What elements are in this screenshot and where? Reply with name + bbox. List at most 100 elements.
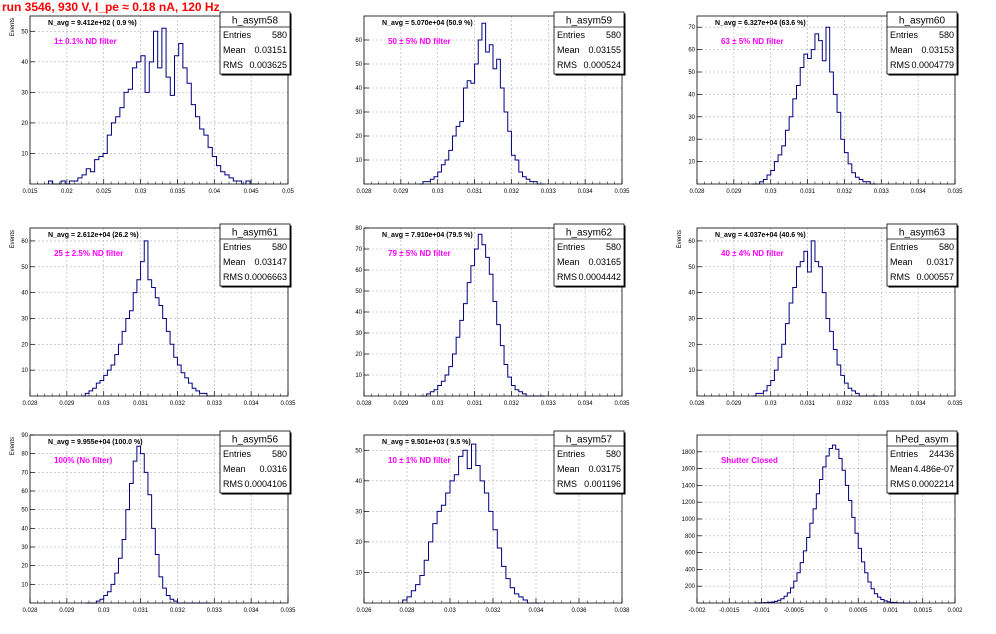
y-axis-label: Events xyxy=(677,230,683,248)
histogram-name: h_asym59 xyxy=(566,16,613,27)
stats-label-mean: Mean xyxy=(223,257,246,267)
x-tick-label: 0.028 xyxy=(356,401,372,407)
stats-label-rms: RMS xyxy=(223,272,243,282)
x-tick-label: 0.029 xyxy=(393,189,409,195)
stats-box xyxy=(553,223,625,287)
histogram-panel-h_asym56: 0.028 0.029 0.03 0.031 0.032 0.033 0.034 0.035 1… xyxy=(10,430,296,614)
y-tick-label: 30 xyxy=(21,545,28,551)
plot-frame xyxy=(363,434,623,604)
plot-frame xyxy=(29,434,289,604)
y-tick-label: 60 xyxy=(355,38,362,44)
stats-box xyxy=(886,11,958,75)
x-tick-label: 0.034 xyxy=(244,401,260,407)
y-tick-label: 1600 xyxy=(682,467,696,473)
stats-label-rms: RMS xyxy=(223,60,243,70)
x-tick-label: 0.033 xyxy=(874,189,890,195)
x-tick-label: -0.0015 xyxy=(719,608,740,614)
histogram-line xyxy=(419,22,545,185)
y-tick-label: 1200 xyxy=(682,500,696,506)
histogram-line xyxy=(752,26,878,185)
y-tick-label: 50 xyxy=(21,265,28,271)
x-tick-label: 0.034 xyxy=(578,189,594,195)
stats-label-mean: Mean xyxy=(223,45,246,55)
histogram-name: h_asym57 xyxy=(566,435,613,446)
y-tick-label: 30 xyxy=(688,316,695,322)
y-axis-label: Events xyxy=(10,230,16,248)
stats-value-entries: 580 xyxy=(939,30,954,40)
x-tick-label: 0.03 xyxy=(432,401,444,407)
filter-annotation: 100% (No filter) xyxy=(54,456,113,465)
filter-annotation: 63 ± 5% ND filter xyxy=(721,37,784,46)
stats-value-mean: 0.03155 xyxy=(588,45,621,55)
y-tick-label: 90 xyxy=(21,433,28,439)
x-tick-label: 0.04 xyxy=(208,189,220,195)
navg-label: N_avg = 2.612e+04 (26.2 %) xyxy=(48,232,139,239)
x-tick-label: 0.029 xyxy=(393,401,409,407)
y-tick-label: 10 xyxy=(21,368,28,374)
y-tick-label: 200 xyxy=(685,584,696,590)
x-tick-label: 0.026 xyxy=(356,608,372,614)
y-tick-label: 400 xyxy=(685,567,696,573)
y-tick-label: 20 xyxy=(21,121,28,127)
y-tick-label: 10 xyxy=(688,368,695,374)
filter-annotation: 79 ± 5% ND filter xyxy=(388,249,451,258)
y-tick-label: 40 xyxy=(688,92,695,98)
y-tick-label: 20 xyxy=(21,564,28,570)
histogram-panel-h_asym60: 0.028 0.029 0.03 0.031 0.032 0.033 0.034 0.035 1… xyxy=(688,11,963,195)
plot-frame xyxy=(696,434,956,604)
y-tick-label: 600 xyxy=(685,551,696,557)
x-tick-label: 0.034 xyxy=(528,608,544,614)
filter-annotation: 10 ± 1% ND filter xyxy=(388,456,451,465)
y-tick-label: 10 xyxy=(355,158,362,164)
x-tick-label: 0.038 xyxy=(614,608,630,614)
stats-value-rms: 0.0004106 xyxy=(244,479,287,489)
y-tick-label: 60 xyxy=(688,239,695,245)
y-tick-label: 10 xyxy=(688,160,695,166)
x-tick-label: 0.031 xyxy=(467,189,483,195)
y-tick-label: 800 xyxy=(685,534,696,540)
x-tick-label: 0.031 xyxy=(800,401,816,407)
x-tick-label: 0.032 xyxy=(504,189,520,195)
stats-value-rms: 0.0006663 xyxy=(244,272,287,282)
y-tick-label: 50 xyxy=(355,289,362,295)
x-tick-label: 0.03 xyxy=(98,401,110,407)
stats-value-rms: 0.0004442 xyxy=(578,272,621,282)
x-tick-label: 0.028 xyxy=(689,189,705,195)
y-tick-label: 10 xyxy=(21,582,28,588)
x-tick-label: 0.031 xyxy=(467,401,483,407)
y-tick-label: 20 xyxy=(688,342,695,348)
y-tick-label: 40 xyxy=(688,291,695,297)
histogram-name: h_asym63 xyxy=(899,228,946,239)
stats-value-mean: 4.486e-07 xyxy=(913,464,954,474)
stats-label-entries: Entries xyxy=(890,30,919,40)
y-tick-label: 50 xyxy=(21,508,28,514)
histogram-panel-h_asym63: 0.028 0.029 0.03 0.031 0.032 0.033 0.034 0.035 1… xyxy=(677,223,963,407)
y-tick-label: 30 xyxy=(21,90,28,96)
y-tick-label: 30 xyxy=(355,110,362,116)
histogram-name: h_asym58 xyxy=(232,16,279,27)
histogram-panel-h_asym57: 0.026 0.028 0.03 0.032 0.034 0.036 0.038 10 20 30… xyxy=(355,430,630,614)
x-tick-label: 0.029 xyxy=(726,189,742,195)
stats-box xyxy=(219,223,291,287)
histogram-line xyxy=(85,445,211,604)
x-tick-label: 0.034 xyxy=(578,401,594,407)
stats-label-rms: RMS xyxy=(557,479,577,489)
y-tick-label: 10 xyxy=(355,373,362,379)
stats-label-rms: RMS xyxy=(223,479,243,489)
stats-value-rms: 0.001196 xyxy=(584,479,621,489)
y-tick-label: 20 xyxy=(688,137,695,143)
plot-frame xyxy=(363,15,623,185)
y-tick-label: 60 xyxy=(355,268,362,274)
y-tick-label: 60 xyxy=(21,489,28,495)
y-tick-label: 40 xyxy=(21,60,28,66)
stats-value-mean: 0.03151 xyxy=(254,45,287,55)
stats-label-entries: Entries xyxy=(890,449,919,459)
y-tick-label: 1800 xyxy=(682,450,696,456)
stats-label-mean: Mean xyxy=(557,464,580,474)
histogram-line xyxy=(419,233,545,397)
x-tick-label: 0.035 xyxy=(947,401,963,407)
navg-label: N_avg = 7.910e+04 (79.5 %) xyxy=(382,232,473,239)
stats-value-entries: 580 xyxy=(939,242,954,252)
x-tick-label: 0.0015 xyxy=(914,608,933,614)
y-tick-label: 40 xyxy=(355,86,362,92)
